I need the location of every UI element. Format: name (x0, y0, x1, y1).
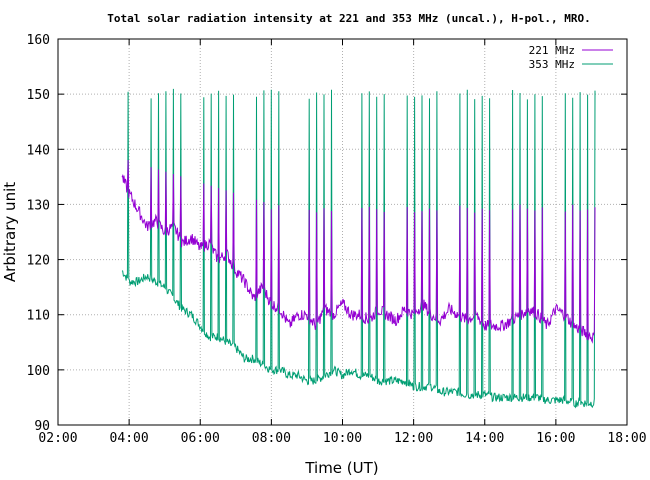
series-path (121, 88, 596, 409)
y-tick-label: 120 (27, 254, 50, 269)
y-tick-label: 100 (27, 364, 50, 379)
chart-title: Total solar radiation intensity at 221 a… (107, 12, 590, 25)
y-axis-label: Arbitrary unit (1, 182, 19, 282)
y-tick-label: 130 (27, 198, 50, 213)
x-tick-label: 02:00 (38, 431, 77, 446)
y-tick-label: 150 (27, 88, 50, 103)
y-tick-label: 110 (27, 309, 50, 324)
y-axis: 90 100 110 120 130 140 150 160 (27, 33, 627, 434)
x-tick-label: 16:00 (536, 431, 575, 446)
y-tick-label: 160 (27, 33, 50, 48)
x-tick-label: 12:00 (394, 431, 433, 446)
x-tick-label: 08:00 (252, 431, 291, 446)
y-tick-label: 90 (34, 419, 50, 434)
x-axis: 02:00 04:00 06:00 08:00 10:00 12:00 14:00 16:00… (38, 39, 647, 446)
series-path (121, 159, 596, 344)
x-tick-label: 04:00 (110, 431, 149, 446)
x-tick-label: 14:00 (465, 431, 504, 446)
x-axis-label: Time (UT) (304, 459, 378, 477)
series-353-line (121, 88, 596, 409)
series-221-line (121, 159, 596, 344)
legend-label-221: 221 MHz (529, 44, 575, 57)
legend-label-353: 353 MHz (529, 58, 575, 71)
y-tick-label: 140 (27, 143, 50, 158)
x-tick-label: 06:00 (181, 431, 220, 446)
legend: 221 MHz 353 MHz (529, 44, 613, 71)
x-tick-label: 18:00 (607, 431, 646, 446)
x-tick-label: 10:00 (323, 431, 362, 446)
